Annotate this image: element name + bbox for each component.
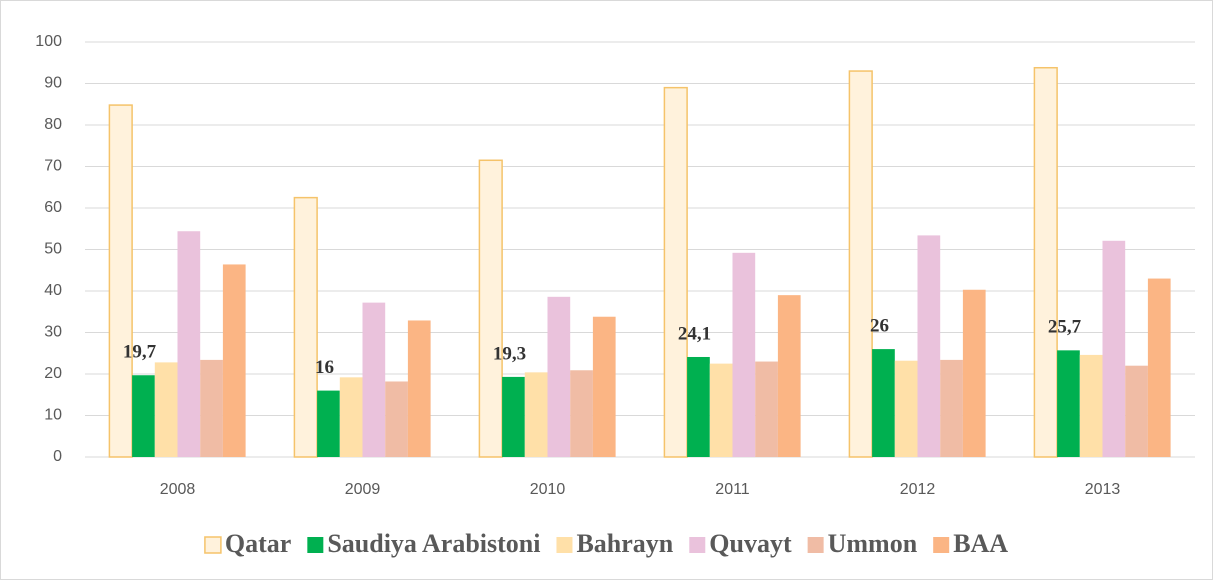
bar xyxy=(917,235,941,457)
data-label: 25,7 xyxy=(1048,317,1082,338)
bar xyxy=(222,264,246,457)
bar xyxy=(200,359,223,457)
legend-label: Bahrayn xyxy=(576,529,673,558)
bar xyxy=(108,104,133,458)
legend-swatch xyxy=(307,537,324,553)
bar xyxy=(848,70,873,458)
bar xyxy=(592,316,616,457)
bar xyxy=(570,370,593,457)
y-tick-label: 0 xyxy=(53,448,62,465)
bar xyxy=(177,231,201,457)
bar xyxy=(1057,350,1080,457)
y-tick-label: 30 xyxy=(44,324,62,341)
legend-swatch xyxy=(556,537,573,553)
x-tick-label: 2009 xyxy=(345,481,381,498)
x-tick-label: 2013 xyxy=(1085,481,1121,498)
y-tick-label: 70 xyxy=(44,158,62,175)
legend-label: Saudiya Arabistoni xyxy=(327,529,540,558)
data-label: 16 xyxy=(315,357,334,378)
bar xyxy=(293,196,318,458)
bar xyxy=(502,376,525,457)
bar xyxy=(709,363,733,457)
legend-label: BAA xyxy=(953,529,1008,558)
bar xyxy=(317,390,340,457)
legend-label: Ummon xyxy=(828,529,918,558)
y-tick-label: 60 xyxy=(44,199,62,216)
y-tick-label: 80 xyxy=(44,116,62,133)
bar xyxy=(478,159,503,458)
y-tick-label: 100 xyxy=(35,33,62,50)
bar xyxy=(940,359,963,457)
bar xyxy=(687,356,710,457)
bar xyxy=(777,295,801,457)
bar xyxy=(663,86,688,458)
bar xyxy=(339,377,363,457)
legend-swatch xyxy=(204,536,222,554)
bar xyxy=(962,289,986,457)
data-label: 19,3 xyxy=(493,343,526,364)
legend-label: Quvayt xyxy=(709,529,792,558)
bar xyxy=(1147,278,1171,457)
data-label: 24,1 xyxy=(678,323,711,344)
y-tick-label: 50 xyxy=(44,241,62,258)
bar xyxy=(547,296,571,457)
x-tick-label: 2011 xyxy=(715,481,750,498)
bar xyxy=(132,375,155,457)
legend-swatch xyxy=(933,537,950,553)
bar xyxy=(732,252,756,457)
bar xyxy=(1033,66,1058,458)
bar xyxy=(872,349,895,457)
bar xyxy=(407,320,431,457)
bar xyxy=(1125,365,1148,457)
bar xyxy=(154,362,178,457)
bar xyxy=(362,302,386,457)
x-tick-label: 2008 xyxy=(160,481,196,498)
x-tick-label: 2010 xyxy=(530,481,566,498)
bar xyxy=(1102,240,1126,457)
bar xyxy=(894,360,918,457)
y-tick-label: 10 xyxy=(44,407,62,424)
y-tick-label: 90 xyxy=(44,75,62,92)
bar xyxy=(755,361,778,457)
legend-swatch xyxy=(689,537,706,553)
bar xyxy=(385,381,408,457)
y-tick-label: 40 xyxy=(44,282,62,299)
data-label: 26 xyxy=(870,315,889,336)
y-tick-label: 20 xyxy=(44,365,62,382)
legend-label: Qatar xyxy=(225,529,291,558)
data-label: 19,7 xyxy=(123,342,157,363)
legend-swatch xyxy=(807,537,824,553)
x-tick-label: 2012 xyxy=(900,481,936,498)
bar xyxy=(1079,354,1103,457)
bar xyxy=(524,372,548,457)
